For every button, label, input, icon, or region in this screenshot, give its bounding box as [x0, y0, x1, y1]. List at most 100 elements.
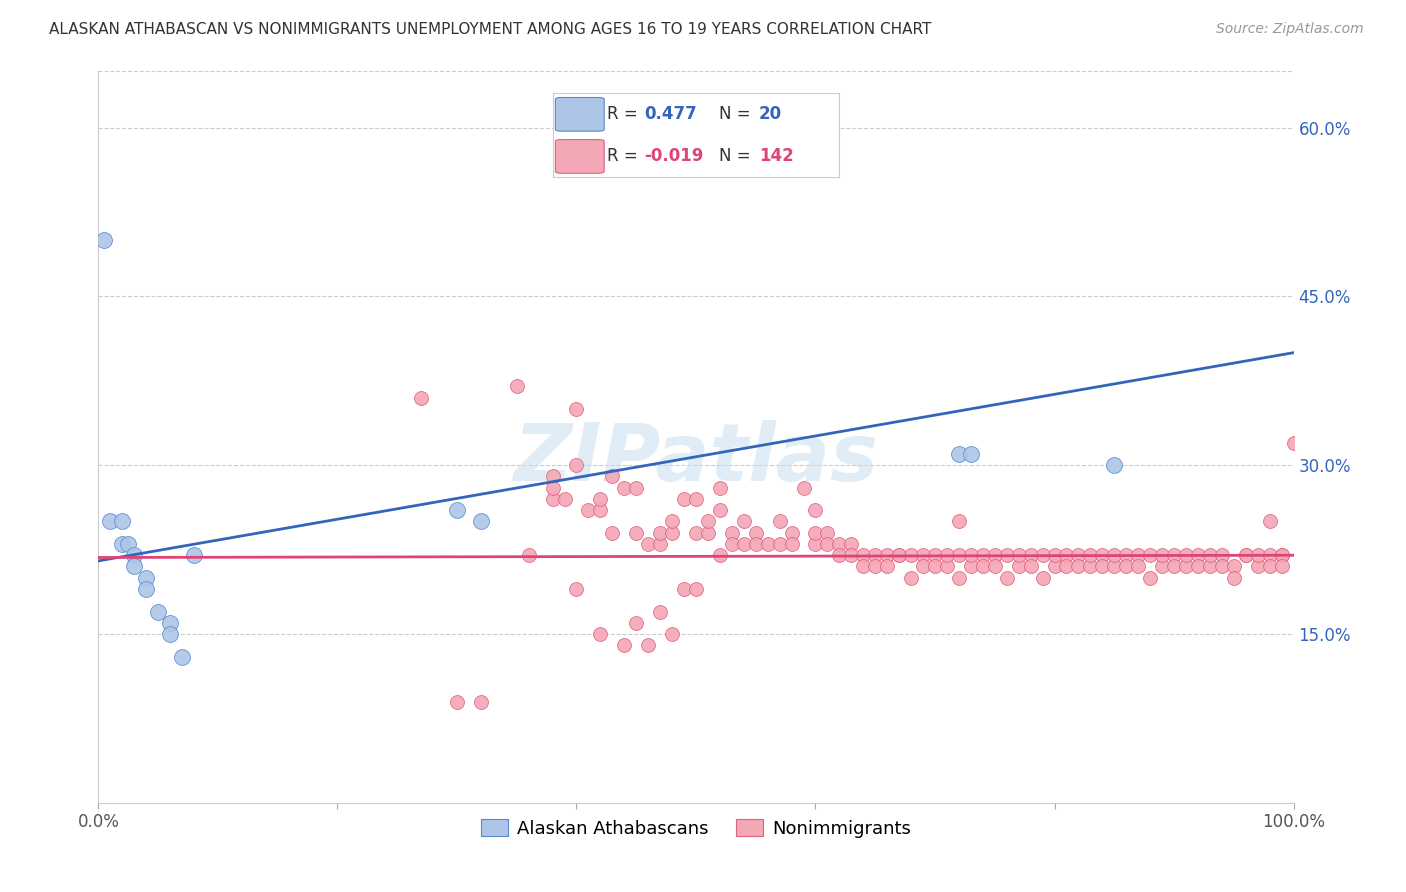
Point: [876, 548, 898, 562]
Point: [793, 143, 815, 157]
Point: [768, 515, 790, 529]
Point: [815, 537, 838, 551]
Point: [960, 447, 983, 461]
Point: [948, 548, 970, 562]
Point: [1019, 559, 1042, 574]
Point: [889, 548, 911, 562]
Point: [804, 537, 827, 551]
Point: [1175, 559, 1198, 574]
Point: [111, 515, 134, 529]
Point: [960, 548, 983, 562]
Point: [780, 537, 803, 551]
Point: [517, 548, 540, 562]
Point: [1175, 548, 1198, 562]
Point: [1152, 559, 1174, 574]
Point: [1187, 559, 1209, 574]
Point: [1043, 559, 1066, 574]
Point: [685, 491, 707, 506]
Point: [1139, 571, 1161, 585]
Point: [1223, 571, 1246, 585]
Point: [637, 537, 659, 551]
Point: [924, 548, 946, 562]
Point: [780, 525, 803, 540]
Text: ALASKAN ATHABASCAN VS NONIMMIGRANTS UNEMPLOYMENT AMONG AGES 16 TO 19 YEARS CORRE: ALASKAN ATHABASCAN VS NONIMMIGRANTS UNEM…: [49, 22, 932, 37]
Point: [745, 525, 768, 540]
Point: [135, 571, 157, 585]
Point: [159, 627, 181, 641]
Point: [1139, 548, 1161, 562]
Point: [1080, 548, 1102, 562]
Point: [506, 379, 529, 393]
Point: [733, 515, 755, 529]
Point: [1152, 548, 1174, 562]
Point: [936, 559, 959, 574]
Point: [1258, 515, 1281, 529]
Point: [815, 525, 838, 540]
Point: [948, 571, 970, 585]
Point: [697, 515, 720, 529]
Point: [541, 491, 564, 506]
Point: [554, 491, 576, 506]
Point: [733, 537, 755, 551]
Point: [685, 582, 707, 596]
Point: [613, 481, 636, 495]
Point: [924, 559, 946, 574]
Point: [1104, 458, 1126, 473]
Point: [541, 469, 564, 483]
Point: [589, 503, 612, 517]
Point: [124, 548, 146, 562]
Point: [541, 481, 564, 495]
Point: [865, 548, 887, 562]
Point: [911, 548, 934, 562]
Point: [960, 559, 983, 574]
Point: [697, 525, 720, 540]
Point: [1282, 435, 1305, 450]
Point: [1091, 559, 1114, 574]
Point: [804, 525, 827, 540]
Point: [1271, 548, 1294, 562]
Point: [1199, 559, 1222, 574]
Point: [1008, 559, 1031, 574]
Point: [673, 491, 696, 506]
Point: [183, 548, 205, 562]
Point: [1271, 548, 1294, 562]
Point: [1258, 559, 1281, 574]
Point: [1247, 548, 1270, 562]
Point: [470, 694, 492, 708]
Point: [804, 503, 827, 517]
Point: [589, 491, 612, 506]
Point: [1019, 548, 1042, 562]
Point: [828, 537, 851, 551]
Point: [1234, 548, 1257, 562]
Legend: Alaskan Athabascans, Nonimmigrants: Alaskan Athabascans, Nonimmigrants: [474, 813, 918, 845]
Point: [721, 537, 744, 551]
Point: [1115, 559, 1137, 574]
Point: [648, 537, 672, 551]
Point: [111, 537, 134, 551]
Point: [984, 548, 1007, 562]
Point: [1187, 548, 1209, 562]
Point: [148, 605, 170, 619]
Point: [1067, 548, 1090, 562]
Point: [1091, 548, 1114, 562]
Point: [602, 469, 624, 483]
Point: [93, 233, 115, 247]
Point: [637, 638, 659, 652]
Point: [841, 537, 863, 551]
Point: [709, 503, 731, 517]
Point: [995, 571, 1018, 585]
Point: [1271, 559, 1294, 574]
Point: [1211, 559, 1233, 574]
Point: [1234, 548, 1257, 562]
Point: [745, 537, 768, 551]
Point: [768, 537, 790, 551]
Point: [1163, 559, 1185, 574]
Point: [135, 582, 157, 596]
Point: [613, 638, 636, 652]
Point: [589, 627, 612, 641]
Point: [470, 515, 492, 529]
Point: [117, 537, 139, 551]
Point: [159, 615, 181, 630]
Point: [626, 481, 648, 495]
Point: [948, 447, 970, 461]
